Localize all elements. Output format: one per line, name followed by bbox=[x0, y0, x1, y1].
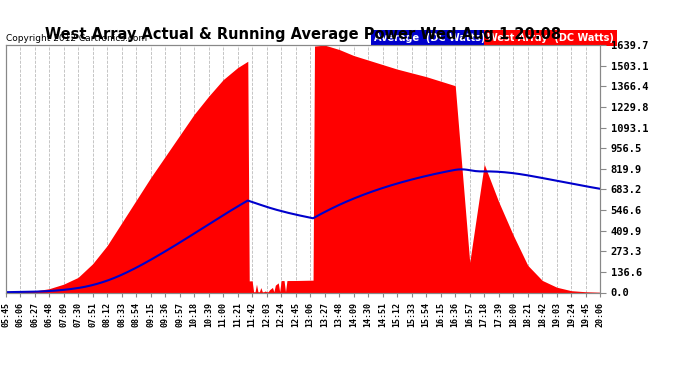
Text: Copyright 2012 Cartronics.com: Copyright 2012 Cartronics.com bbox=[6, 33, 147, 42]
Text: West Array  (DC Watts): West Array (DC Watts) bbox=[487, 33, 614, 43]
Title: West Array Actual & Running Average Power Wed Aug 1 20:08: West Array Actual & Running Average Powe… bbox=[45, 27, 561, 42]
Text: Average  (DC Watts): Average (DC Watts) bbox=[374, 33, 486, 43]
